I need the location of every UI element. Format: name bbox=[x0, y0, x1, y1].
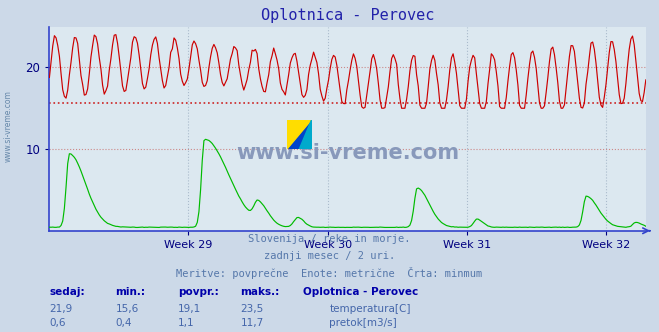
Text: Slovenija / reke in morje.: Slovenija / reke in morje. bbox=[248, 234, 411, 244]
Text: 19,1: 19,1 bbox=[178, 304, 201, 314]
Polygon shape bbox=[287, 120, 312, 149]
Title: Oplotnica - Perovec: Oplotnica - Perovec bbox=[261, 8, 434, 23]
Text: temperatura[C]: temperatura[C] bbox=[330, 304, 411, 314]
Text: maks.:: maks.: bbox=[241, 287, 280, 297]
Text: 21,9: 21,9 bbox=[49, 304, 72, 314]
Text: 0,6: 0,6 bbox=[49, 318, 66, 328]
Text: pretok[m3/s]: pretok[m3/s] bbox=[330, 318, 397, 328]
Text: Meritve: povprečne  Enote: metrične  Črta: minmum: Meritve: povprečne Enote: metrične Črta:… bbox=[177, 267, 482, 279]
Text: povpr.:: povpr.: bbox=[178, 287, 219, 297]
Polygon shape bbox=[299, 120, 312, 149]
Text: 0,4: 0,4 bbox=[115, 318, 132, 328]
Text: 15,6: 15,6 bbox=[115, 304, 138, 314]
Text: 23,5: 23,5 bbox=[241, 304, 264, 314]
Text: zadnji mesec / 2 uri.: zadnji mesec / 2 uri. bbox=[264, 251, 395, 261]
Text: www.si-vreme.com: www.si-vreme.com bbox=[236, 143, 459, 163]
Text: 1,1: 1,1 bbox=[178, 318, 194, 328]
Text: sedaj:: sedaj: bbox=[49, 287, 85, 297]
Polygon shape bbox=[287, 120, 312, 149]
Text: 11,7: 11,7 bbox=[241, 318, 264, 328]
Text: www.si-vreme.com: www.si-vreme.com bbox=[3, 90, 13, 162]
Text: min.:: min.: bbox=[115, 287, 146, 297]
Text: Oplotnica - Perovec: Oplotnica - Perovec bbox=[303, 287, 418, 297]
